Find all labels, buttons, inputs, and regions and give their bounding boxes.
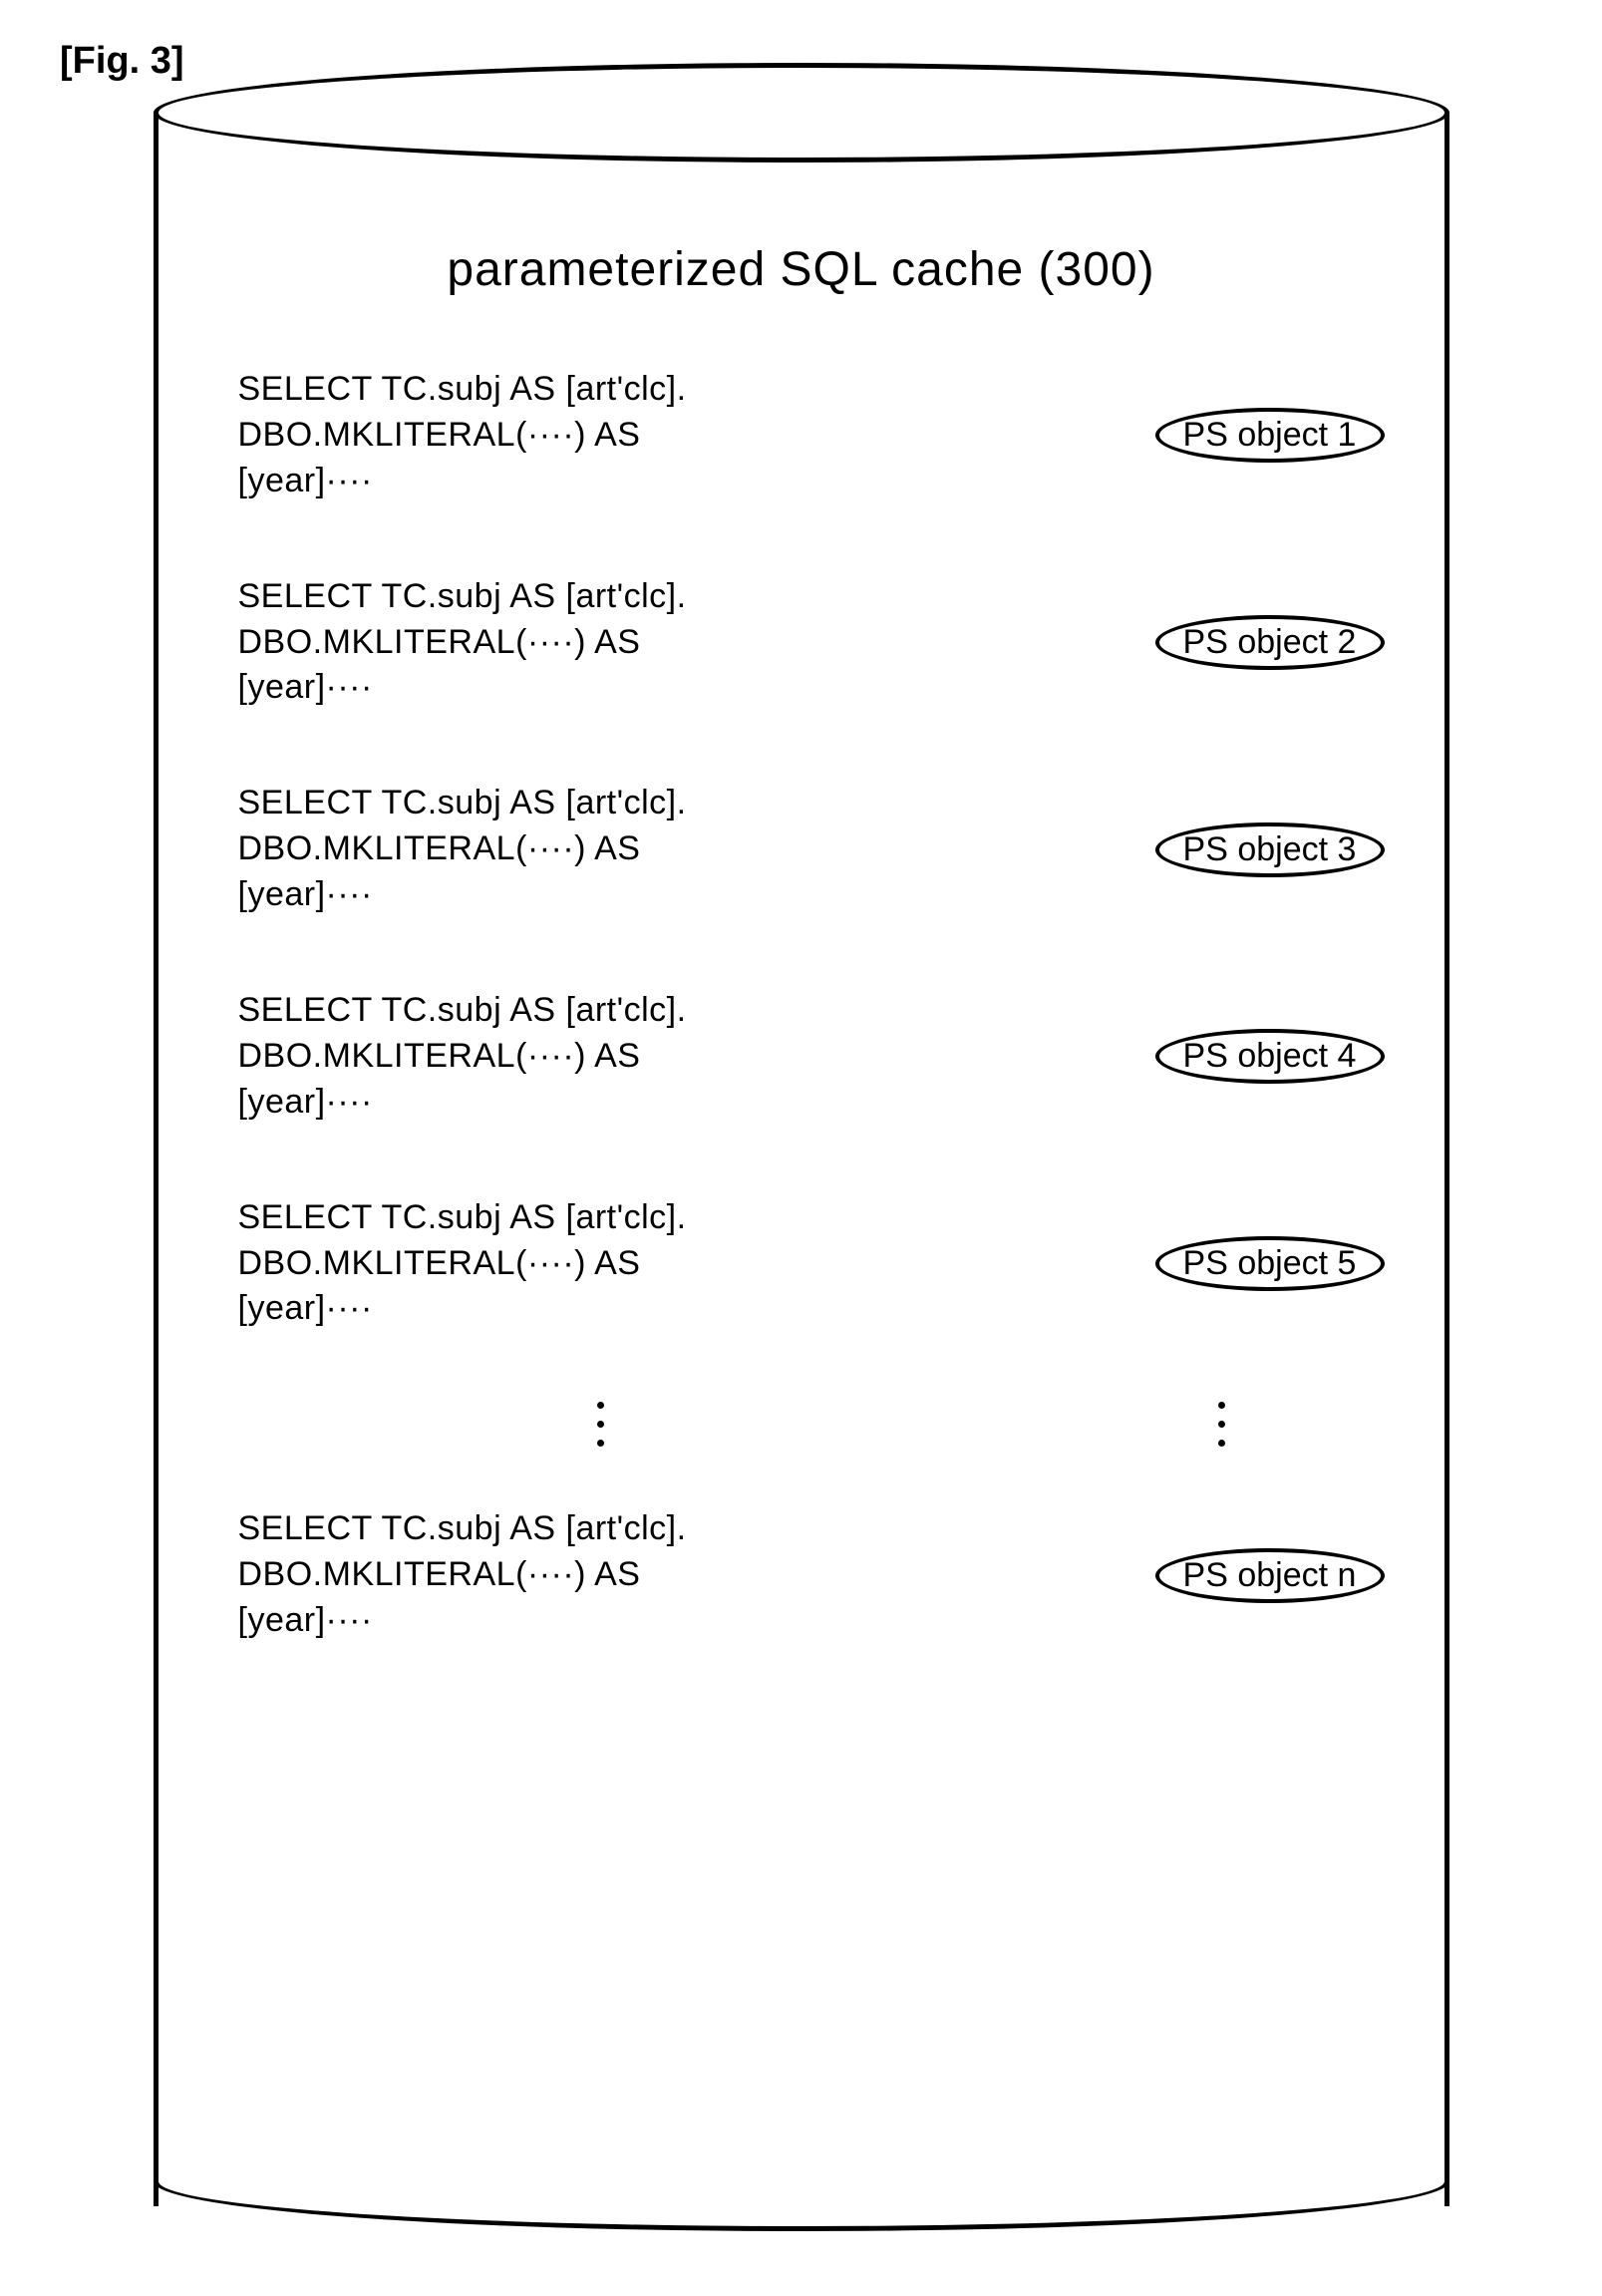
cylinder-body: parameterized SQL cache (300) SELECT TC.…	[154, 113, 1449, 2206]
ellipsis-row	[218, 1402, 1385, 1447]
sql-line: SELECT TC.subj AS [art'clc].	[238, 1198, 687, 1236]
cache-title: parameterized SQL cache (300)	[218, 242, 1385, 297]
sql-line: [year]····	[238, 875, 373, 913]
cache-entry: SELECT TC.subj AS [art'clc]. DBO.MKLITER…	[218, 1195, 1385, 1333]
vertical-dots-icon	[597, 1402, 604, 1447]
sql-line: DBO.MKLITERAL(····) AS	[238, 1555, 641, 1593]
sql-text: SELECT TC.subj AS [art'clc]. DBO.MKLITER…	[218, 367, 1116, 504]
cache-entry: SELECT TC.subj AS [art'clc]. DBO.MKLITER…	[218, 367, 1385, 504]
ps-object-badge: PS object 1	[1155, 408, 1385, 463]
sql-line: SELECT TC.subj AS [art'clc].	[238, 1509, 687, 1547]
sql-line: [year]····	[238, 1083, 373, 1121]
ps-object-badge: PS object n	[1155, 1548, 1385, 1603]
ps-object-badge: PS object 4	[1155, 1029, 1385, 1084]
sql-line: [year]····	[238, 1601, 373, 1639]
sql-line: [year]····	[238, 462, 373, 499]
sql-text: SELECT TC.subj AS [art'clc]. DBO.MKLITER…	[218, 574, 1116, 712]
ps-object-badge: PS object 5	[1155, 1236, 1385, 1291]
sql-line: SELECT TC.subj AS [art'clc].	[238, 577, 687, 615]
vertical-dots-icon	[1218, 1402, 1225, 1447]
ps-object-badge: PS object 3	[1155, 822, 1385, 877]
sql-line: SELECT TC.subj AS [art'clc].	[238, 991, 687, 1029]
sql-text: SELECT TC.subj AS [art'clc]. DBO.MKLITER…	[218, 988, 1116, 1126]
sql-line: SELECT TC.subj AS [art'clc].	[238, 784, 687, 821]
cache-entry: SELECT TC.subj AS [art'clc]. DBO.MKLITER…	[218, 988, 1385, 1126]
cache-entry: SELECT TC.subj AS [art'clc]. DBO.MKLITER…	[218, 1506, 1385, 1644]
sql-line: [year]····	[238, 1289, 373, 1327]
cache-entry: SELECT TC.subj AS [art'clc]. DBO.MKLITER…	[218, 781, 1385, 918]
sql-text: SELECT TC.subj AS [art'clc]. DBO.MKLITER…	[218, 1195, 1116, 1333]
cache-entry: SELECT TC.subj AS [art'clc]. DBO.MKLITER…	[218, 574, 1385, 712]
sql-text: SELECT TC.subj AS [art'clc]. DBO.MKLITER…	[218, 1506, 1116, 1644]
sql-line: [year]····	[238, 668, 373, 706]
sql-line: DBO.MKLITERAL(····) AS	[238, 1037, 641, 1075]
cylinder-bottom-arc	[154, 2181, 1449, 2231]
cylinder-top-ellipse	[154, 63, 1449, 163]
ps-object-badge: PS object 2	[1155, 615, 1385, 670]
sql-line: DBO.MKLITERAL(····) AS	[238, 623, 641, 661]
cylinder-container: parameterized SQL cache (300) SELECT TC.…	[154, 113, 1449, 2206]
sql-text: SELECT TC.subj AS [art'clc]. DBO.MKLITER…	[218, 781, 1116, 918]
sql-line: DBO.MKLITERAL(····) AS	[238, 416, 641, 454]
sql-line: SELECT TC.subj AS [art'clc].	[238, 370, 687, 408]
sql-line: DBO.MKLITERAL(····) AS	[238, 1244, 641, 1282]
sql-line: DBO.MKLITERAL(····) AS	[238, 829, 641, 867]
